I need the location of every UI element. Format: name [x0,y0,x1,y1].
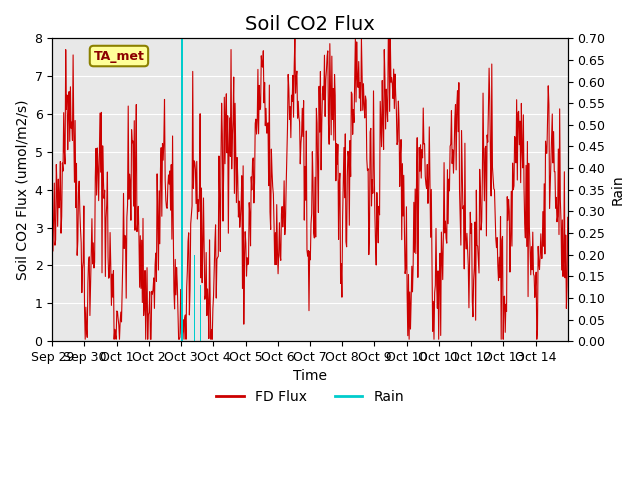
Bar [181,38,182,341]
Legend: FD Flux, Rain: FD Flux, Rain [211,385,410,410]
Bar [200,285,201,341]
Y-axis label: Rain: Rain [611,174,625,205]
Text: TA_met: TA_met [93,49,145,62]
X-axis label: Time: Time [293,370,327,384]
Bar [194,254,195,341]
Y-axis label: Soil CO2 Flux (umol/m2/s): Soil CO2 Flux (umol/m2/s) [15,99,29,280]
Bar [182,38,183,341]
Title: Soil CO2 Flux: Soil CO2 Flux [245,15,375,34]
